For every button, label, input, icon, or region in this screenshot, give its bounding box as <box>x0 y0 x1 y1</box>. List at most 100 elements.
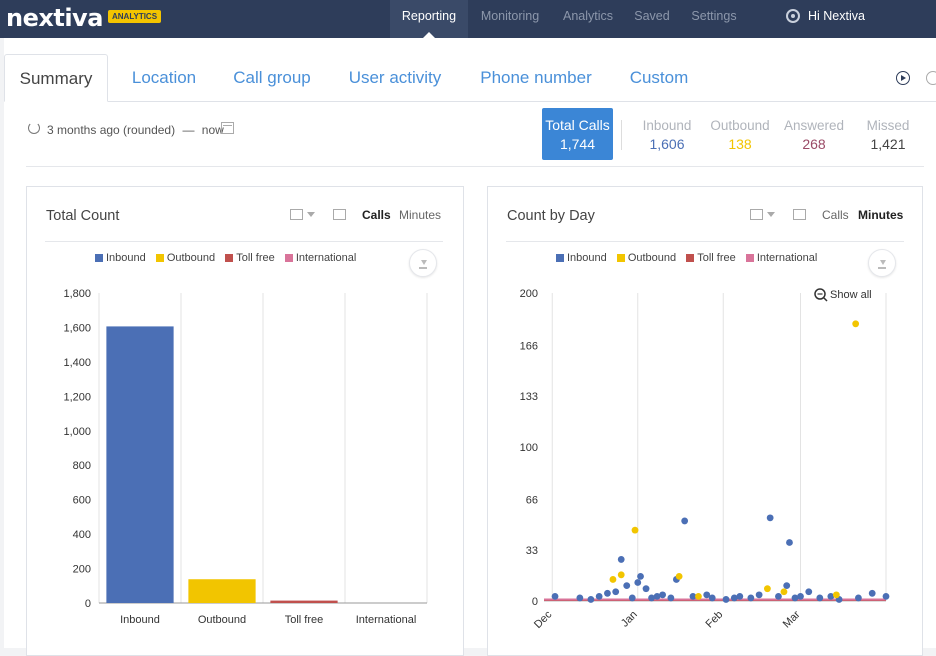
tab-summary[interactable]: Summary <box>4 54 108 102</box>
data-point-inbound <box>628 594 636 602</box>
summary-divider <box>26 166 924 167</box>
download-icon[interactable] <box>409 249 437 277</box>
tab-call-group[interactable]: Call group <box>233 68 311 87</box>
date-range-selector[interactable]: 3 months ago (rounded) — now <box>47 123 224 137</box>
stat-inbound[interactable]: Inbound 1,606 <box>632 118 702 152</box>
stat-missed[interactable]: Missed 1,421 <box>853 118 923 152</box>
legend-item-outbound[interactable]: Outbound <box>155 252 216 264</box>
x-tick-label: International <box>356 614 417 626</box>
stat-outbound[interactable]: Outbound 138 <box>705 118 775 152</box>
data-point-inbound <box>587 596 595 603</box>
expand-icon[interactable] <box>793 209 806 220</box>
legend-item-international[interactable]: International <box>745 252 817 264</box>
data-point-inbound <box>736 592 744 600</box>
data-point-outbound <box>631 526 639 534</box>
legend-item-international[interactable]: International <box>284 252 357 264</box>
card-divider <box>506 241 904 242</box>
data-point-inbound <box>783 582 791 589</box>
report-page: Summary Location Call group User activit… <box>4 38 936 656</box>
tab-custom[interactable]: Custom <box>629 68 689 87</box>
expand-icon[interactable] <box>333 209 346 220</box>
tab-phone-number[interactable]: Phone number <box>480 68 592 87</box>
legend-label: Outbound <box>166 252 216 264</box>
tab-user-activity[interactable]: User activity <box>348 68 442 87</box>
nav-analytics[interactable]: Analytics <box>562 9 614 23</box>
bar-chart-type-icon[interactable] <box>290 209 303 220</box>
legend-swatch <box>225 253 234 262</box>
legend-item-inbound[interactable]: Inbound <box>95 252 146 264</box>
legend-label: International <box>295 252 357 264</box>
refresh-icon[interactable] <box>28 122 40 134</box>
nav-reporting[interactable]: Reporting <box>390 0 468 38</box>
legend-swatch <box>556 253 564 262</box>
minutes-toggle[interactable]: Minutes <box>399 208 442 222</box>
calendar-icon[interactable] <box>221 122 234 134</box>
data-point-inbound <box>766 514 774 522</box>
play-icon[interactable] <box>896 71 910 85</box>
total-calls-value: 1,744 <box>559 136 596 152</box>
bar-inbound <box>106 326 174 603</box>
data-point-outbound <box>852 320 860 328</box>
data-point-inbound <box>775 592 782 600</box>
y-tick-label: 1,600 <box>63 322 91 334</box>
stat-outbound-value: 138 <box>728 136 752 152</box>
data-point-inbound <box>855 594 862 602</box>
stat-answered-label: Answered <box>783 118 845 133</box>
legend-item-inbound[interactable]: Inbound <box>556 252 607 264</box>
nav-monitoring[interactable]: Monitoring <box>480 9 540 23</box>
legend-item-outbound[interactable]: Outbound <box>616 252 676 264</box>
chevron-down-icon[interactable] <box>767 212 775 217</box>
card-divider <box>45 241 443 242</box>
stat-missed-value: 1,421 <box>870 136 906 152</box>
total-count-chart: 0 200 400 600 800 1,000 1,200 1,400 1,600 1,800 In… <box>63 288 428 626</box>
y-tick-label: 1,800 <box>63 288 91 300</box>
gear-icon[interactable] <box>786 9 800 23</box>
y-tick-label: 0 <box>85 598 91 610</box>
minutes-toggle[interactable]: Minutes <box>858 208 904 222</box>
nav-reporting-label: Reporting <box>401 9 457 23</box>
legend-swatch <box>745 253 754 262</box>
data-point-inbound <box>659 591 666 599</box>
nav-saved[interactable]: Saved <box>634 9 670 23</box>
y-tick-label: 166 <box>520 340 538 352</box>
data-point-outbound <box>780 588 788 596</box>
bar-outbound <box>188 579 256 603</box>
data-point-inbound <box>653 592 661 600</box>
user-greeting[interactable]: Hi Nextiva <box>808 9 865 23</box>
stat-answered-value: 268 <box>802 136 826 152</box>
line-chart-type-icon[interactable] <box>750 209 763 220</box>
data-point-inbound <box>816 594 824 602</box>
tab-location[interactable]: Location <box>131 68 197 87</box>
data-point-inbound <box>612 588 620 596</box>
legend-label: Inbound <box>567 252 607 264</box>
nav-settings[interactable]: Settings <box>691 9 737 23</box>
data-point-inbound <box>576 594 584 602</box>
data-point-inbound <box>797 592 804 600</box>
data-point-inbound <box>623 582 631 589</box>
legend-item-toll-free[interactable]: Toll free <box>225 252 275 264</box>
x-tick-label: Toll free <box>285 614 324 626</box>
y-tick-label: 1,400 <box>63 357 91 369</box>
calls-toggle[interactable]: Calls <box>362 208 391 222</box>
data-point-outbound <box>675 572 683 580</box>
data-point-inbound <box>827 592 835 600</box>
y-tick-label: 1,200 <box>63 391 91 403</box>
top-navigation-bar: nextiva ANALYTICS Reporting Monitoring A… <box>0 0 936 38</box>
data-point-inbound <box>722 596 730 603</box>
nextiva-logo[interactable]: nextiva <box>6 4 103 32</box>
y-tick-label: 400 <box>73 529 91 541</box>
download-icon[interactable] <box>868 249 896 277</box>
data-point-inbound <box>604 589 611 597</box>
count-by-day-chart: 0 33 66 100 133 166 200 Dec Jan Feb Mar Show all <box>520 288 890 631</box>
more-icon[interactable] <box>926 71 936 85</box>
total-calls-box[interactable]: Total Calls 1,744 <box>542 108 613 160</box>
chevron-down-icon[interactable] <box>307 212 315 217</box>
legend-swatch <box>284 253 293 262</box>
calls-toggle[interactable]: Calls <box>822 208 849 222</box>
legend-item-toll-free[interactable]: Toll free <box>686 252 736 264</box>
stat-answered[interactable]: Answered 268 <box>779 118 849 152</box>
stat-missed-label: Missed <box>866 118 910 133</box>
chart-legend: Inbound Outbound Toll free International <box>556 252 824 264</box>
date-range-end: now <box>201 123 224 137</box>
show-all-button[interactable]: Show all <box>830 289 872 301</box>
